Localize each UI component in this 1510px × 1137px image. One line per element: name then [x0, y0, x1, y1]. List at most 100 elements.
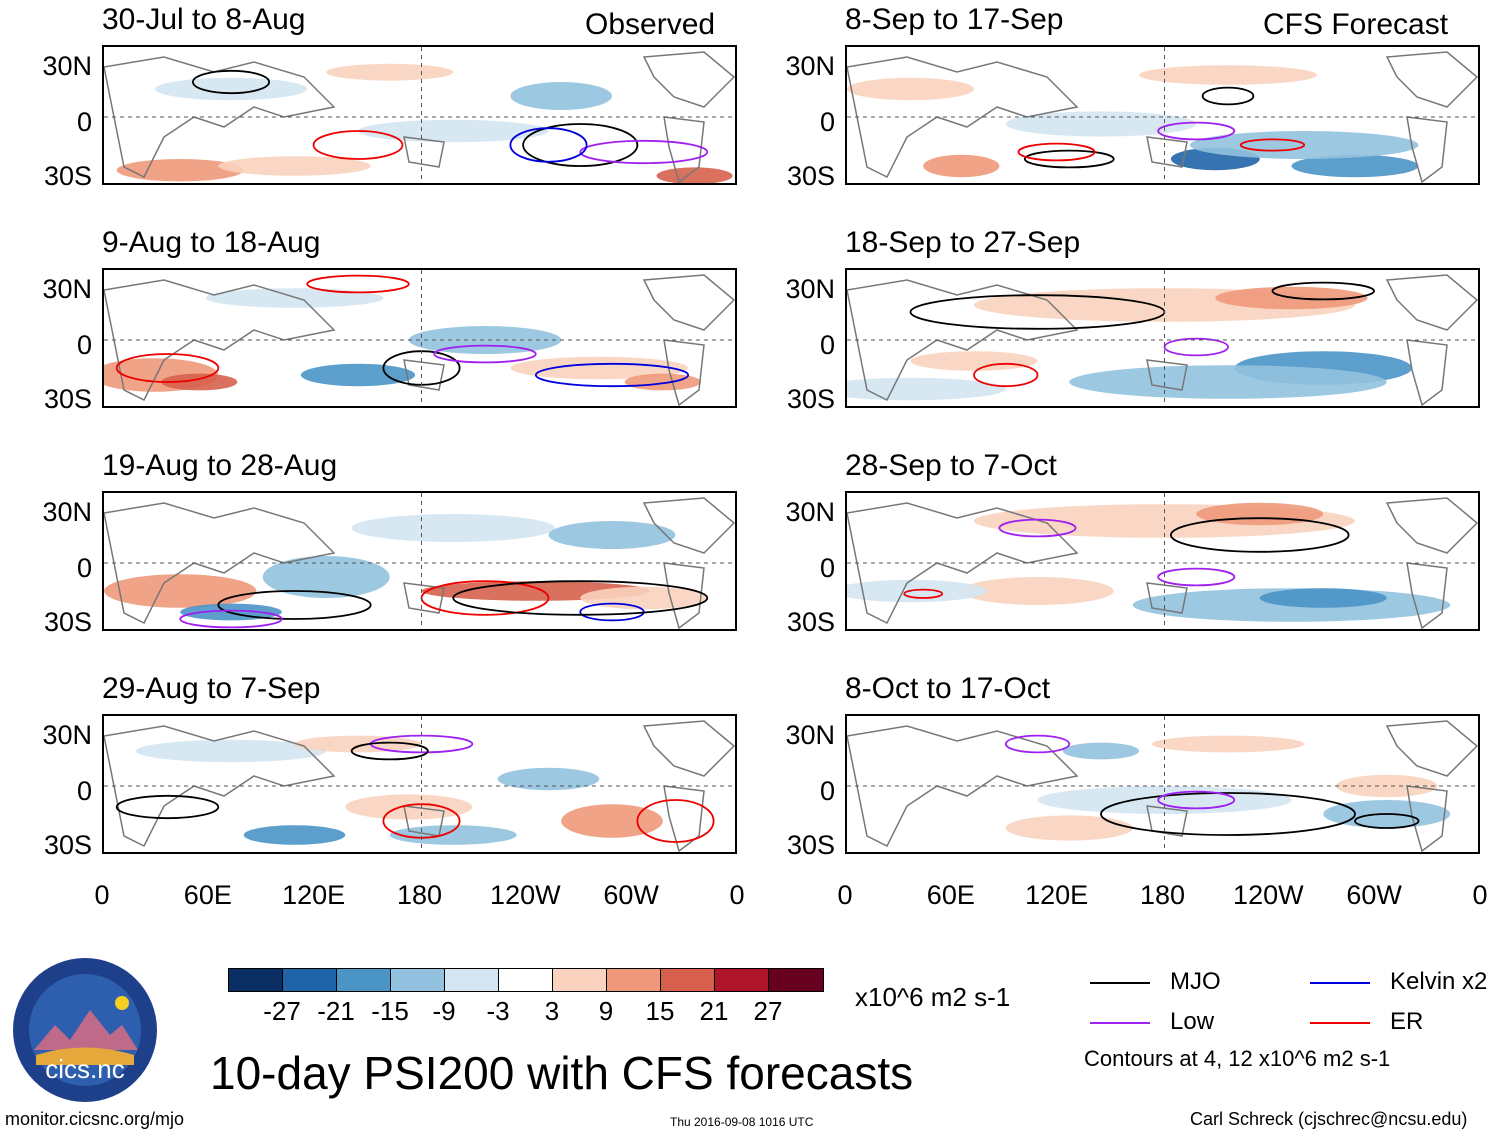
anomaly-shading [154, 77, 308, 101]
anomaly-shading [510, 82, 612, 110]
colorbar [228, 968, 824, 992]
latitude-label: 30N [42, 274, 92, 304]
map-plot [847, 270, 1478, 406]
panel-title: 28-Sep to 7-Oct [845, 449, 1057, 482]
latitude-label: 30N [42, 51, 92, 81]
latitude-label: 30S [786, 161, 835, 191]
anomaly-shading [923, 154, 1000, 178]
coastline [403, 582, 445, 614]
panel-title: 19-Aug to 28-Aug [102, 449, 338, 482]
map-panel [102, 491, 737, 631]
anomaly-shading [116, 159, 244, 182]
anomaly-shading [104, 574, 257, 608]
colorbar-swatch [499, 969, 553, 991]
longitude-label: 60W [1346, 880, 1402, 910]
longitude-label: 120E [282, 880, 346, 910]
contour-line [179, 609, 283, 629]
anomaly-shading [243, 825, 346, 845]
anomaly-shading [1005, 111, 1197, 137]
panel-title: 8-Sep to 17-Sep [845, 3, 1064, 36]
cfs-forecast-label: CFS Forecast [1263, 8, 1449, 41]
latitude-label: 30N [785, 274, 835, 304]
anomaly-shading [300, 363, 416, 387]
longitude-label: 0 [94, 880, 110, 910]
coastline [1385, 51, 1478, 108]
latitude-label: 30S [43, 161, 92, 191]
anomaly-shading [624, 373, 701, 391]
anomaly-shading [1291, 154, 1419, 178]
colorbar-tick-label: -3 [486, 996, 510, 1026]
longitude-label: 120E [1025, 880, 1089, 910]
latitude-label: 0 [76, 776, 92, 806]
map-panel [102, 714, 737, 854]
contour-line [1201, 86, 1255, 106]
contour-line [312, 130, 404, 160]
anomaly-shading [1139, 65, 1317, 85]
coastline [1406, 562, 1448, 629]
colorbar-tick-label: 15 [645, 996, 675, 1026]
map-panel [845, 714, 1480, 854]
colorbar-tick-label: -15 [371, 996, 409, 1026]
contour-line [1023, 149, 1115, 169]
coastline [1146, 136, 1188, 168]
map-plot [104, 47, 735, 183]
colorbar-swatch [553, 969, 607, 991]
latitude-label: 30N [785, 51, 835, 81]
footer-timestamp: Thu 2016-09-08 1016 UTC [670, 1115, 814, 1129]
latitude-label: 30N [42, 720, 92, 750]
coastline [1146, 582, 1188, 614]
anomaly-shading [358, 119, 549, 143]
coastline [1406, 116, 1448, 183]
legend-line [1310, 982, 1370, 984]
colorbar-tick-label: 27 [753, 996, 783, 1026]
longitude-label: 0 [837, 880, 853, 910]
anomaly-shading [326, 63, 454, 81]
anomaly-shading [351, 514, 555, 542]
longitude-label: 120W [1233, 880, 1304, 910]
coastline [642, 274, 735, 331]
contour-line [1271, 281, 1375, 301]
coastline [1406, 339, 1448, 406]
latitude-label: 30N [42, 497, 92, 527]
legend-line [1310, 1022, 1370, 1024]
legend-label: Low [1170, 1008, 1215, 1035]
legend-line [1090, 982, 1150, 984]
anomaly-shading [1151, 735, 1305, 753]
anomaly-shading [561, 804, 663, 838]
latitude-label: 0 [819, 107, 835, 137]
contour-line [1017, 142, 1096, 162]
map-plot [104, 716, 735, 852]
logo-text: cics.nc [45, 1054, 124, 1084]
latitude-label: 30S [43, 830, 92, 860]
latitude-label: 30S [786, 607, 835, 637]
colorbar-swatch [283, 969, 337, 991]
observed-label: Observed [585, 8, 716, 41]
colorbar-tick-label: 9 [598, 996, 614, 1026]
coastline [663, 339, 705, 406]
anomaly-shading [847, 579, 987, 603]
coastline [104, 279, 336, 402]
contour-line [1163, 337, 1229, 357]
colorbar-swatch [715, 969, 769, 991]
anomaly-shading [961, 577, 1114, 605]
panel-title: 30-Jul to 8-Aug [102, 3, 306, 36]
colorbar-swatch [337, 969, 391, 991]
coastline [403, 136, 445, 168]
legend-label: ER [1390, 1008, 1424, 1035]
latitude-label: 0 [76, 553, 92, 583]
coastline [104, 725, 336, 848]
colorbar-tick-label: 3 [544, 996, 560, 1026]
longitude-label: 0 [1472, 880, 1488, 910]
latitude-label: 0 [819, 553, 835, 583]
anomaly-shading [1069, 365, 1387, 399]
coastline [1385, 497, 1478, 554]
legend-line [1090, 1022, 1150, 1024]
colorbar-swatch [769, 969, 823, 991]
map-panel [102, 45, 737, 185]
footer-url[interactable]: monitor.cicsnc.org/mjo [5, 1109, 185, 1129]
anomaly-shading [910, 351, 1038, 371]
contour-line [522, 123, 639, 167]
contour-line [1157, 790, 1236, 810]
coastline [403, 359, 445, 391]
anomaly-shading [548, 521, 676, 549]
